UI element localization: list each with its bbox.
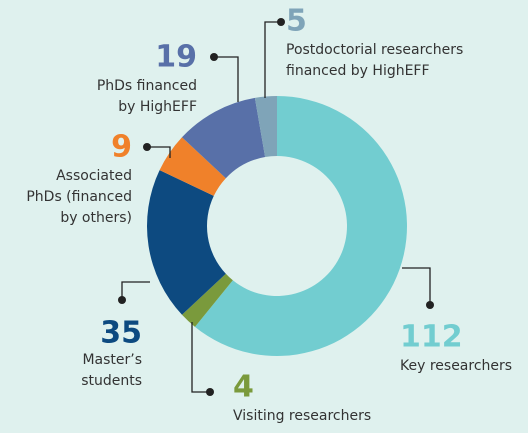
connector bbox=[121, 281, 150, 300]
connector bbox=[264, 21, 281, 98]
donut-slice bbox=[194, 96, 408, 357]
connector-dot bbox=[206, 388, 214, 396]
connector-dot bbox=[277, 18, 285, 26]
value-label: 19 bbox=[155, 40, 197, 75]
category-label: Associated bbox=[56, 168, 132, 184]
category-label: Visiting researchers bbox=[233, 408, 371, 424]
donut-slice bbox=[254, 96, 277, 158]
category-label: Key researchers bbox=[400, 358, 512, 374]
category-label: Master’s bbox=[82, 352, 142, 368]
category-label: Postdoctorial researchers bbox=[286, 42, 463, 58]
value-label: 35 bbox=[100, 316, 142, 351]
connector bbox=[402, 267, 431, 305]
connector bbox=[147, 146, 171, 158]
connector bbox=[214, 56, 239, 102]
category-label: PhDs (financed bbox=[26, 189, 132, 205]
value-label: 9 bbox=[111, 130, 132, 165]
value-label: 5 bbox=[286, 4, 307, 39]
value-label: 4 bbox=[233, 370, 254, 405]
connector bbox=[191, 322, 210, 393]
connector-dot bbox=[426, 301, 434, 309]
donut-slice bbox=[147, 170, 226, 315]
category-label: PhDs financed bbox=[97, 78, 197, 94]
category-label: financed by HighEFF bbox=[286, 63, 430, 79]
category-label: by HighEFF bbox=[118, 99, 197, 115]
value-label: 112 bbox=[400, 320, 463, 355]
donut-slice bbox=[181, 273, 233, 327]
connector-dot bbox=[118, 296, 126, 304]
connector-dot bbox=[143, 143, 151, 151]
connector-dot bbox=[210, 53, 218, 61]
donut-slice bbox=[159, 137, 226, 196]
category-label: students bbox=[81, 373, 142, 389]
donut-slice bbox=[181, 97, 266, 179]
category-label: by others) bbox=[60, 210, 132, 226]
